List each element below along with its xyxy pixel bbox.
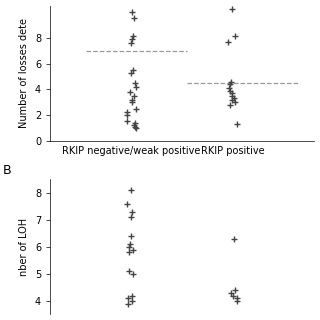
Text: B: B bbox=[3, 164, 11, 177]
Y-axis label: nber of LOH: nber of LOH bbox=[20, 218, 29, 276]
Y-axis label: Number of losses dete: Number of losses dete bbox=[20, 18, 29, 128]
